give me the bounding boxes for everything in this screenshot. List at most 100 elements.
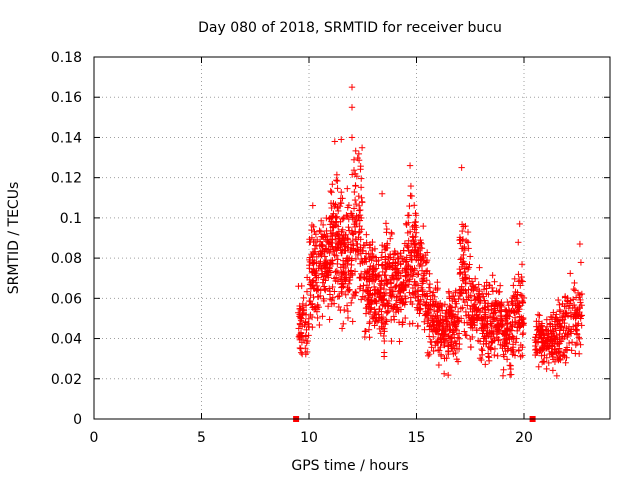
data-point [375, 317, 382, 324]
data-point [392, 283, 400, 290]
data-point [551, 345, 559, 353]
data-point [362, 304, 370, 312]
data-point [510, 282, 517, 289]
data-point [572, 350, 579, 357]
data-point [447, 326, 454, 334]
data-point [491, 307, 498, 315]
data-point [334, 293, 341, 300]
data-point [500, 353, 508, 360]
data-point [401, 282, 409, 289]
data-point [424, 307, 431, 315]
data-point [410, 291, 417, 298]
data-point [382, 272, 389, 279]
data-point [328, 189, 335, 196]
data-point [314, 301, 321, 309]
data-point [371, 306, 378, 313]
data-point [296, 313, 303, 320]
data-point [454, 308, 462, 315]
data-point [511, 352, 519, 359]
data-point [399, 299, 406, 306]
data-point [540, 358, 547, 365]
data-point [304, 337, 311, 345]
y-tick-label: 0 [73, 412, 82, 428]
data-point [437, 351, 445, 358]
data-point [441, 341, 448, 349]
data-point [320, 297, 328, 305]
data-point [506, 371, 514, 378]
data-point [448, 345, 455, 352]
data-point [422, 268, 430, 275]
data-point [569, 296, 577, 303]
data-point [407, 182, 415, 190]
data-point [406, 202, 413, 210]
data-point [394, 254, 401, 262]
data-point [559, 300, 566, 308]
data-point [457, 286, 465, 293]
data-point [381, 281, 388, 289]
data-point [455, 318, 462, 326]
data-point [366, 334, 373, 341]
data-point [472, 304, 480, 312]
data-point [427, 301, 434, 309]
data-point [327, 187, 334, 195]
data-point [412, 210, 419, 217]
data-point [498, 301, 505, 309]
data-point [465, 264, 473, 271]
data-point [494, 352, 501, 360]
data-point [452, 287, 459, 295]
data-point [403, 277, 411, 284]
data-point [357, 162, 364, 170]
data-point [378, 190, 386, 197]
data-point [537, 330, 545, 337]
data-point [436, 347, 443, 354]
data-point [451, 296, 458, 303]
data-point [426, 280, 434, 288]
data-point [486, 312, 494, 320]
data-point [397, 260, 404, 267]
y-tick-label: 0.02 [51, 372, 82, 388]
data-point [536, 312, 543, 319]
data-point [309, 202, 316, 209]
data-point [420, 257, 427, 265]
data-point [489, 272, 496, 279]
data-point [338, 228, 345, 235]
chart-title: Day 080 of 2018, SRMTID for receiver buc… [198, 20, 502, 36]
data-point [383, 309, 390, 317]
data-point [307, 301, 315, 308]
data-point [506, 313, 513, 320]
data-point [577, 341, 584, 348]
data-point [543, 344, 550, 352]
data-point [511, 309, 518, 316]
data-point [465, 245, 472, 252]
data-point [334, 260, 341, 268]
data-point [361, 274, 368, 282]
data-point [476, 264, 483, 271]
data-point [353, 212, 360, 220]
data-point [357, 244, 364, 251]
data-point [313, 308, 321, 315]
data-point [482, 361, 489, 368]
data-point [380, 332, 387, 340]
data-point [405, 271, 412, 278]
data-point [313, 242, 320, 250]
data-point [341, 306, 348, 314]
data-point [557, 356, 564, 364]
data-point [379, 268, 386, 276]
data-point [434, 278, 441, 286]
data-point [535, 363, 542, 370]
y-tick-label: 0.1 [60, 211, 82, 227]
data-point [371, 314, 379, 321]
data-point [371, 290, 378, 297]
data-point [533, 346, 540, 353]
data-point [406, 162, 414, 169]
data-point [358, 199, 366, 206]
data-point [378, 254, 385, 261]
data-point [441, 301, 449, 308]
data-point [334, 231, 341, 238]
data-point [554, 316, 562, 324]
data-point [567, 270, 574, 277]
data-point [538, 352, 545, 359]
data-point [458, 263, 466, 271]
data-point [502, 327, 510, 335]
